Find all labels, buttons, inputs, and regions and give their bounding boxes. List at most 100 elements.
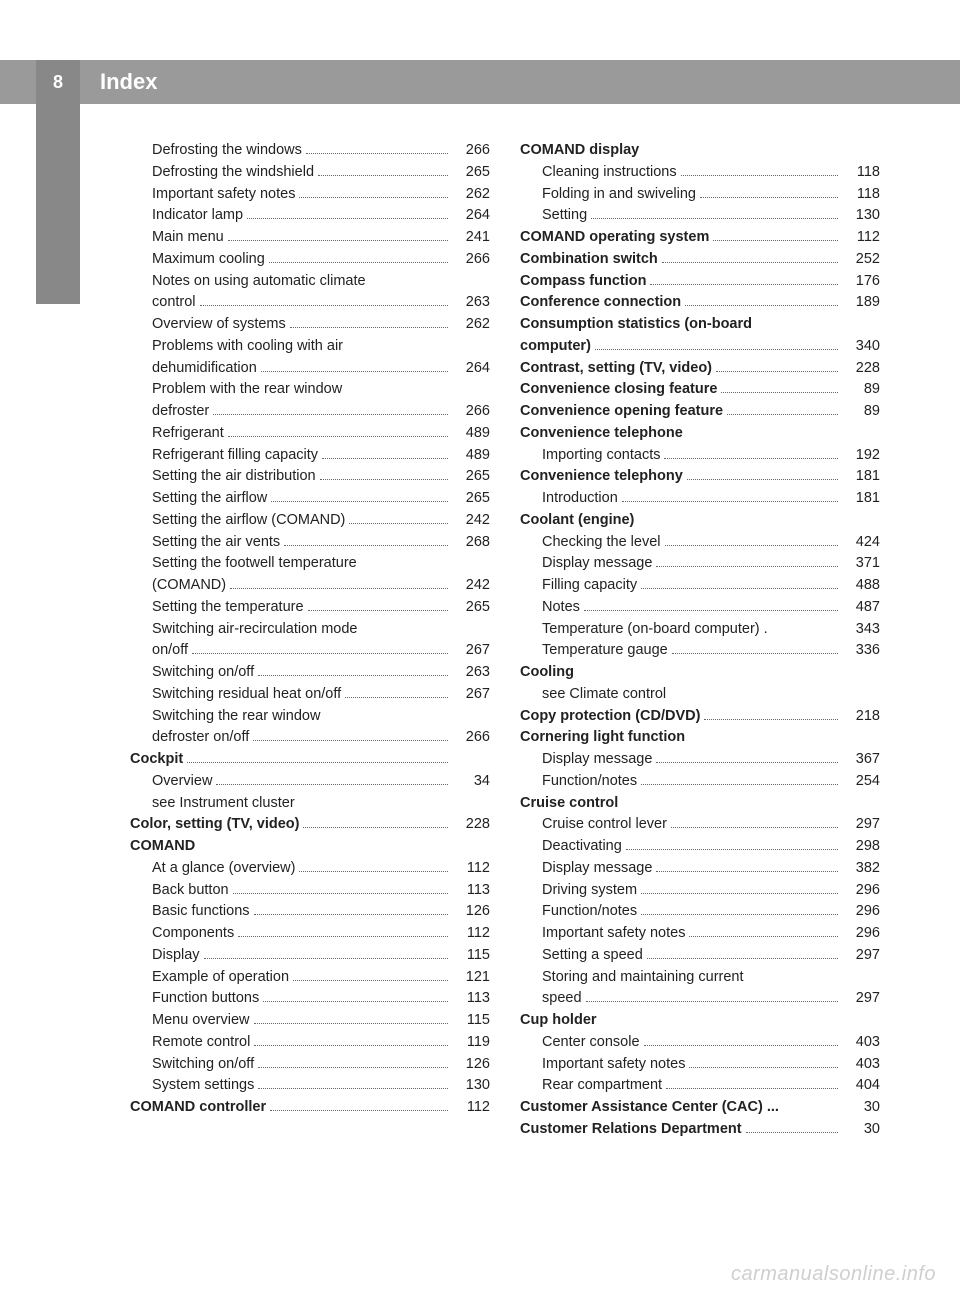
index-entry: Function buttons113 — [130, 988, 490, 1010]
leader-dots — [258, 1057, 448, 1067]
index-entry: dehumidification 264 — [130, 358, 490, 380]
leader-dots — [671, 818, 838, 828]
leader-dots — [689, 1057, 838, 1067]
leader-dots — [228, 427, 448, 437]
index-entry: COMAND — [130, 836, 490, 858]
index-entry: Components 112 — [130, 923, 490, 945]
leader-dots — [591, 209, 838, 219]
leader-dots — [349, 514, 448, 524]
leader-dots — [662, 253, 838, 263]
leader-dots — [641, 775, 838, 785]
index-entry-page: 130 — [842, 205, 880, 227]
index-entry: COMAND operating system112 — [520, 227, 880, 249]
index-entry-page: 112 — [452, 923, 490, 945]
index-entry: computer)340 — [520, 336, 880, 358]
index-entry-page: 489 — [452, 423, 490, 445]
index-entry-page: 130 — [452, 1075, 490, 1097]
leader-dots — [727, 405, 838, 415]
index-column-left: Defrosting the windows266Defrosting the … — [130, 140, 490, 1141]
leader-dots — [284, 535, 448, 545]
index-entry-label: Customer Relations Department — [520, 1119, 742, 1141]
index-entry-page: 115 — [452, 1010, 490, 1032]
index-entry-page: 34 — [452, 771, 490, 793]
index-entry-label: Overview — [152, 771, 212, 793]
index-entry-label: Cockpit — [130, 749, 183, 771]
leader-dots — [685, 296, 838, 306]
index-entry-label: Setting the air distribution — [152, 466, 316, 488]
leader-dots — [644, 1036, 838, 1046]
index-entry-page: 403 — [842, 1054, 880, 1076]
index-entry-label: Center console — [542, 1032, 640, 1054]
index-entry-label: Menu overview — [152, 1010, 250, 1032]
leader-dots — [306, 144, 448, 154]
index-entry-label: Components — [152, 923, 234, 945]
index-entry-page: 118 — [842, 162, 880, 184]
index-entry: Coolant (engine) — [520, 510, 880, 532]
index-entry: Main menu241 — [130, 227, 490, 249]
index-entry: Indicator lamp264 — [130, 205, 490, 227]
index-entry-page: 263 — [452, 662, 490, 684]
index-entry-page: 297 — [842, 945, 880, 967]
index-entry: Switching air-recirculation mode — [130, 619, 490, 641]
index-entry: Refrigerant489 — [130, 423, 490, 445]
index-entry-page: 192 — [842, 445, 880, 467]
index-entry-label: Function/notes — [542, 771, 637, 793]
index-entry-page: 115 — [452, 945, 490, 967]
index-entry: defroster on/off266 — [130, 727, 490, 749]
index-entry-page: 296 — [842, 901, 880, 923]
index-entry-label: Example of operation — [152, 967, 289, 989]
index-entry-page: 297 — [842, 988, 880, 1010]
leader-dots — [254, 905, 448, 915]
leader-dots — [200, 296, 448, 306]
index-entry: Defrosting the windows266 — [130, 140, 490, 162]
index-entry: Cleaning instructions 118 — [520, 162, 880, 184]
index-entry-page: 297 — [842, 814, 880, 836]
leader-dots — [595, 340, 838, 350]
index-entry-label: Problem with the rear window — [152, 379, 342, 401]
index-entry-label: Cooling — [520, 662, 574, 684]
index-entry-label: Setting the air vents — [152, 532, 280, 554]
index-entry: control263 — [130, 292, 490, 314]
index-entry: Switching residual heat on/off267 — [130, 684, 490, 706]
index-entry-page: 266 — [452, 140, 490, 162]
index-entry-page: 298 — [842, 836, 880, 858]
index-entry: Cockpit — [130, 749, 490, 771]
leader-dots — [656, 557, 838, 567]
index-entry: Setting the temperature265 — [130, 597, 490, 619]
leader-dots — [665, 535, 839, 545]
index-entry-label: Function/notes — [542, 901, 637, 923]
index-entry-page: 241 — [452, 227, 490, 249]
index-entry: Contrast, setting (TV, video)228 — [520, 358, 880, 380]
index-entry: Rear compartment404 — [520, 1075, 880, 1097]
index-entry-label: Setting a speed — [542, 945, 643, 967]
leader-dots — [721, 383, 838, 393]
index-entry-label: Introduction — [542, 488, 618, 510]
index-entry-label: Display message — [542, 858, 652, 880]
index-entry: Example of operation121 — [130, 967, 490, 989]
index-entry-label: Cleaning instructions — [542, 162, 677, 184]
index-entry: Storing and maintaining current — [520, 967, 880, 989]
index-entry: At a glance (overview)112 — [130, 858, 490, 880]
index-entry-page: 264 — [452, 358, 490, 380]
index-entry: Cornering light function — [520, 727, 880, 749]
page: 8 Index Defrosting the windows266Defrost… — [0, 0, 960, 1302]
index-entry-label: computer) — [520, 336, 591, 358]
footer-watermark: carmanualsonline.info — [731, 1263, 936, 1286]
leader-dots — [263, 992, 448, 1002]
leader-dots — [192, 644, 448, 654]
index-entry-label: Temperature (on-board computer) . — [542, 619, 768, 641]
index-entry-label: Important safety notes — [152, 184, 295, 206]
index-entry: Function/notes254 — [520, 771, 880, 793]
index-entry: Defrosting the windshield265 — [130, 162, 490, 184]
index-entry-label: Storing and maintaining current — [542, 967, 744, 989]
index-entry: see Instrument cluster — [130, 793, 490, 815]
index-entry-page: 265 — [452, 488, 490, 510]
index-entry: Temperature (on-board computer) .343 — [520, 619, 880, 641]
leader-dots — [704, 709, 838, 719]
index-entry-page: 30 — [842, 1119, 880, 1141]
index-entry-label: Convenience telephone — [520, 423, 683, 445]
index-entry: speed297 — [520, 988, 880, 1010]
index-entry-label: dehumidification — [152, 358, 257, 380]
index-entry-label: Switching on/off — [152, 1054, 254, 1076]
index-entry: Center console403 — [520, 1032, 880, 1054]
